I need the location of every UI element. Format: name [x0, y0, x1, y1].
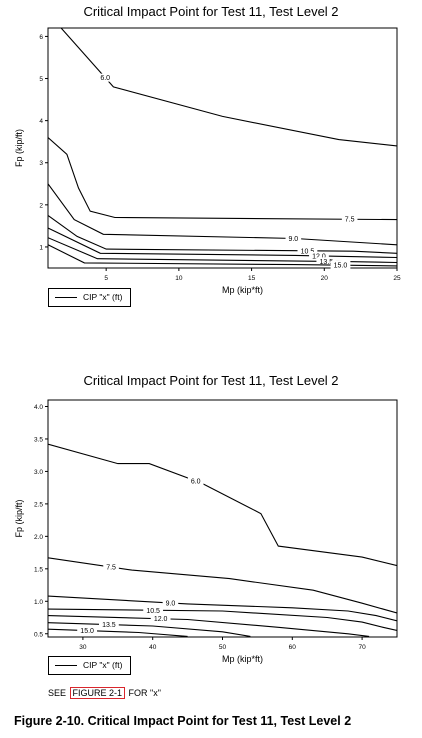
contour-line-12.0	[48, 615, 370, 637]
contour-line-9.0	[48, 183, 397, 246]
y-tick-label: 1	[39, 244, 43, 251]
chart-2-title: Critical Impact Point for Test 11, Test …	[83, 373, 339, 388]
y-tick-label: 5	[39, 76, 43, 83]
chart-1-legend: CIP "x" (ft)	[48, 288, 131, 307]
plot-frame	[47, 399, 398, 638]
y-axis-label: Fp (kip/ft)	[14, 499, 24, 537]
y-tick-label: 1.5	[34, 566, 43, 573]
x-tick-label: 30	[79, 644, 87, 651]
x-tick-label: 15	[248, 275, 256, 282]
figure-note: SEE FIGURE 2-1 FOR "x"	[48, 687, 161, 699]
contour-label-bg	[103, 563, 119, 572]
y-tick-label: 4.0	[34, 404, 43, 411]
contour-label-bg	[297, 246, 318, 255]
contour-label-bg	[98, 620, 119, 629]
legend-line-swatch	[55, 665, 77, 666]
contour-label: 6.0	[191, 478, 201, 485]
contour-line-15.0	[48, 628, 188, 637]
contour-label: 7.5	[106, 565, 116, 572]
contour-label-bg	[162, 598, 179, 607]
y-axis-label: Fp (kip/ft)	[14, 129, 24, 167]
figure-caption: Figure 2-10. Critical Impact Point for T…	[14, 714, 352, 728]
y-tick-label: 3.0	[34, 469, 43, 476]
contour-label-bg	[309, 251, 329, 260]
chart-2-legend-label: CIP "x" (ft)	[83, 660, 123, 670]
contour-label-bg	[97, 73, 113, 82]
contour-label-bg	[77, 626, 98, 635]
y-tick-label: 6	[39, 34, 43, 41]
contour-label-bg	[316, 257, 337, 266]
y-tick-label: 2.5	[34, 501, 43, 508]
note-suffix: FOR "x"	[126, 688, 161, 698]
contour-label: 12.0	[154, 616, 168, 623]
x-tick-label: 60	[289, 644, 297, 651]
contour-label: 10.5	[301, 248, 315, 255]
contour-label: 15.0	[80, 628, 94, 635]
contour-line-6.0	[48, 443, 397, 567]
contour-label-bg	[341, 215, 358, 224]
y-tick-label: 3.5	[34, 436, 43, 443]
chart-1-title: Critical Impact Point for Test 11, Test …	[83, 4, 339, 19]
y-tick-label: 0.5	[34, 631, 43, 638]
x-axis-label: Mp (kip*ft)	[222, 654, 263, 664]
contour-line-6.0	[60, 28, 397, 147]
chart-1-legend-label: CIP "x" (ft)	[83, 292, 123, 302]
contour-label-bg	[143, 606, 164, 615]
contour-label-bg	[330, 261, 351, 269]
contour-line-10.5	[48, 214, 397, 254]
x-tick-label: 50	[219, 644, 227, 651]
y-tick-label: 3	[39, 160, 43, 167]
contour-label: 7.5	[345, 217, 355, 224]
contour-label: 13.5	[102, 622, 116, 629]
contour-line-10.5	[48, 608, 397, 632]
contour-label: 6.0	[100, 75, 110, 82]
x-tick-label: 20	[321, 275, 329, 282]
note-prefix: SEE	[48, 688, 69, 698]
chart-2: 0.5 1.0 1.5 2.0 2.5 3.0 3.5 4.0 30 40 50 60 70 Mp (ki…	[14, 399, 398, 664]
contour-label-bg	[285, 234, 302, 243]
y-tick-label: 4	[39, 118, 43, 125]
contour-label: 10.5	[146, 608, 160, 615]
contour-line-7.5	[48, 137, 397, 221]
x-tick-label: 5	[104, 275, 108, 282]
contour-label: 9.0	[166, 600, 176, 607]
x-tick-label: 25	[393, 275, 401, 282]
x-tick-label: 40	[149, 644, 157, 651]
chart-1: 1 2 3 4 5 6 5 10 15 20 25 Mp (kip*ft) Fp (kip/ft) 6.0…	[14, 27, 401, 295]
plot-frame	[47, 27, 398, 269]
x-tick-label: 10	[175, 275, 183, 282]
x-tick-label: 70	[358, 644, 366, 651]
contour-line-13.5	[48, 237, 397, 264]
y-tick-label: 2	[39, 202, 43, 209]
x-axis-label: Mp (kip*ft)	[222, 285, 263, 295]
contour-label: 13.5	[320, 259, 334, 266]
contour-line-12.0	[48, 227, 397, 259]
contour-label-bg	[150, 614, 171, 623]
y-tick-label: 2.0	[34, 534, 43, 541]
contour-label: 15.0	[334, 263, 348, 270]
legend-line-swatch	[55, 297, 77, 298]
contour-label: 9.0	[288, 236, 298, 243]
y-tick-label: 1.0	[34, 599, 43, 606]
contour-label: 12.0	[312, 253, 326, 260]
contour-label-bg	[187, 476, 204, 485]
figure-reference-link[interactable]: FIGURE 2-1	[69, 687, 126, 699]
chart-2-legend: CIP "x" (ft)	[48, 656, 131, 675]
